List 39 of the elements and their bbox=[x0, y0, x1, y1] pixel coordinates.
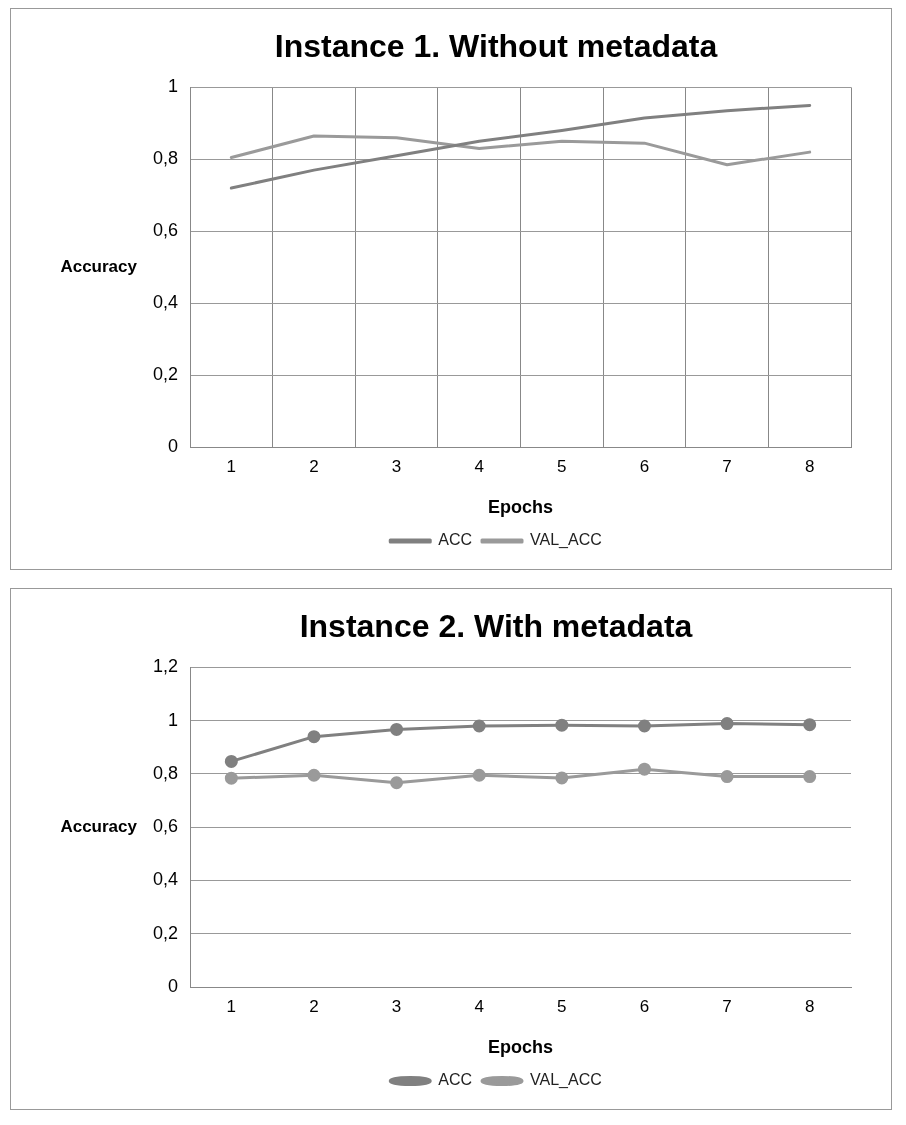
x-axis-title: Epochs bbox=[488, 497, 554, 518]
y-tick-label: 0 bbox=[168, 975, 179, 996]
legend-label: ACC bbox=[438, 531, 473, 549]
x-tick-label: 2 bbox=[309, 456, 319, 476]
y-tick-label: 0,8 bbox=[152, 148, 179, 169]
x-tick-label: 6 bbox=[639, 456, 650, 476]
y-tick-label: 1 bbox=[168, 76, 179, 97]
legend-label: VAL_ACC bbox=[530, 531, 602, 550]
x-tick-label: 7 bbox=[722, 996, 732, 1016]
y-tick-label: 0 bbox=[168, 435, 179, 456]
y-axis-title: Accuracy bbox=[60, 816, 138, 836]
x-tick-label: 8 bbox=[804, 456, 815, 476]
x-tick-label: 5 bbox=[557, 996, 567, 1016]
x-axis-title: Epochs bbox=[488, 1037, 554, 1058]
y-tick-label: 0,8 bbox=[152, 762, 179, 783]
y-tick-label: 1 bbox=[168, 709, 179, 730]
x-tick-label: 4 bbox=[474, 996, 484, 1016]
y-tick-label: 1,2 bbox=[152, 656, 179, 677]
x-tick-label: 4 bbox=[474, 456, 484, 476]
y-tick-label: 0,6 bbox=[152, 816, 179, 837]
chart-title: Instance 1. Without metadata bbox=[274, 28, 718, 65]
y-axis-title: Accuracy bbox=[60, 256, 138, 276]
y-tick-label: 0,6 bbox=[152, 220, 179, 241]
y-tick-label: 0,4 bbox=[152, 292, 179, 313]
x-tick-label: 3 bbox=[391, 996, 402, 1016]
legend-label: ACC bbox=[438, 1071, 473, 1089]
y-tick-label: 0,2 bbox=[152, 364, 179, 385]
chart-title: Instance 2. With metadata bbox=[299, 608, 693, 645]
y-tick-label: 0,4 bbox=[152, 869, 179, 890]
x-tick-label: 1 bbox=[226, 456, 237, 476]
x-tick-label: 3 bbox=[391, 456, 402, 476]
x-tick-label: 6 bbox=[639, 996, 650, 1016]
x-tick-label: 5 bbox=[557, 456, 567, 476]
x-tick-label: 8 bbox=[804, 996, 815, 1016]
x-tick-label: 2 bbox=[309, 996, 319, 1016]
x-tick-label: 1 bbox=[226, 996, 237, 1016]
x-tick-label: 7 bbox=[722, 456, 732, 476]
y-tick-label: 0,2 bbox=[152, 922, 179, 943]
legend-label: VAL_ACC bbox=[530, 1071, 602, 1090]
